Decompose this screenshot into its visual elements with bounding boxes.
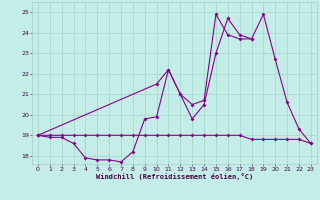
X-axis label: Windchill (Refroidissement éolien,°C): Windchill (Refroidissement éolien,°C) (96, 173, 253, 180)
